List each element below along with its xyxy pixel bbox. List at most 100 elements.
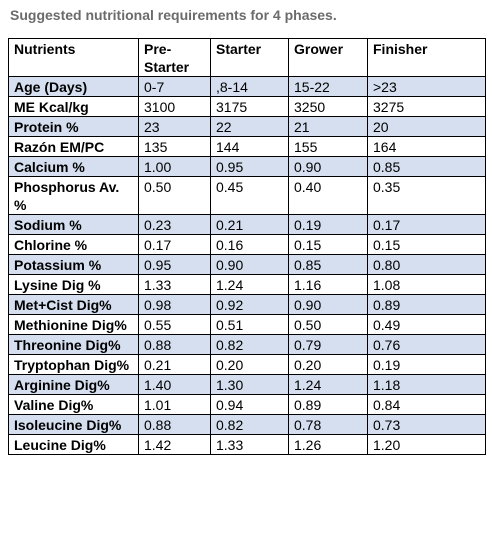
value-cell: 0.73 bbox=[367, 414, 486, 435]
nutrient-label: Sodium % bbox=[8, 214, 139, 235]
value-cell: 0.23 bbox=[138, 214, 211, 235]
value-cell: 0.45 bbox=[210, 176, 289, 215]
value-cell: 0.50 bbox=[138, 176, 211, 215]
value-cell: 0.85 bbox=[288, 254, 368, 275]
table-row: Methionine Dig% 0.55 0.51 0.50 0.49 bbox=[8, 314, 486, 335]
value-cell: 0.95 bbox=[210, 156, 289, 177]
header-cell: Finisher bbox=[367, 38, 486, 77]
nutrition-table: Nutrients Pre- Starter Starter Grower Fi… bbox=[8, 38, 486, 455]
table-row: Tryptophan Dig% 0.21 0.20 0.20 0.19 bbox=[8, 354, 486, 375]
value-cell: 1.30 bbox=[210, 374, 289, 395]
nutrient-label: Chlorine % bbox=[8, 234, 139, 255]
nutrient-label: Lysine Dig % bbox=[8, 274, 139, 295]
nutrient-label: Age (Days) bbox=[8, 76, 139, 97]
value-cell: 0.80 bbox=[367, 254, 486, 275]
value-cell: 20 bbox=[367, 116, 486, 137]
value-cell: 0.89 bbox=[288, 394, 368, 415]
table-row: Sodium % 0.23 0.21 0.19 0.17 bbox=[8, 214, 486, 235]
value-cell: 0.82 bbox=[210, 414, 289, 435]
value-cell: 0.50 bbox=[288, 314, 368, 335]
value-cell: 0.21 bbox=[210, 214, 289, 235]
value-cell: 0.95 bbox=[138, 254, 211, 275]
value-cell: 0.82 bbox=[210, 334, 289, 355]
value-cell: 0.51 bbox=[210, 314, 289, 335]
value-cell: 0.15 bbox=[288, 234, 368, 255]
value-cell: 0.92 bbox=[210, 294, 289, 315]
value-cell: 1.00 bbox=[138, 156, 211, 177]
value-cell: 0.88 bbox=[138, 334, 211, 355]
table-row: Potassium % 0.95 0.90 0.85 0.80 bbox=[8, 254, 486, 275]
nutrient-label: Protein % bbox=[8, 116, 139, 137]
value-cell: 0.94 bbox=[210, 394, 289, 415]
value-cell: 0.55 bbox=[138, 314, 211, 335]
value-cell: >23 bbox=[367, 76, 486, 97]
nutrient-label: Leucine Dig% bbox=[8, 434, 139, 455]
nutrient-label: Phosphorus Av. % bbox=[8, 176, 139, 215]
value-cell: 0.88 bbox=[138, 414, 211, 435]
value-cell: 3275 bbox=[367, 96, 486, 117]
value-cell: 1.24 bbox=[288, 374, 368, 395]
value-cell: 0.90 bbox=[288, 294, 368, 315]
value-cell: 3175 bbox=[210, 96, 289, 117]
value-cell: 0.20 bbox=[288, 354, 368, 375]
table-row: Isoleucine Dig% 0.88 0.82 0.78 0.73 bbox=[8, 414, 486, 435]
value-cell: 0.20 bbox=[210, 354, 289, 375]
value-cell: 0.90 bbox=[288, 156, 368, 177]
value-cell: 1.01 bbox=[138, 394, 211, 415]
value-cell: 1.18 bbox=[367, 374, 486, 395]
value-cell: 22 bbox=[210, 116, 289, 137]
value-cell: 1.40 bbox=[138, 374, 211, 395]
table-row: Valine Dig% 1.01 0.94 0.89 0.84 bbox=[8, 394, 486, 415]
value-cell: 0.35 bbox=[367, 176, 486, 215]
table-row: Age (Days) 0-7,8-14 15-22 >23 bbox=[8, 76, 486, 97]
value-cell: 155 bbox=[288, 136, 368, 157]
value-cell: 0.49 bbox=[367, 314, 486, 335]
value-cell: 1.08 bbox=[367, 274, 486, 295]
value-cell: ,8-14 bbox=[210, 76, 289, 97]
header-row: Nutrients Pre- Starter Starter Grower Fi… bbox=[8, 38, 486, 77]
value-cell: 0.16 bbox=[210, 234, 289, 255]
value-cell: 3250 bbox=[288, 96, 368, 117]
nutrient-label: Razón EM/PC bbox=[8, 136, 139, 157]
table-row: Chlorine % 0.17 0.16 0.15 0.15 bbox=[8, 234, 486, 255]
value-cell: 0.40 bbox=[288, 176, 368, 215]
nutrient-label: ME Kcal/kg bbox=[8, 96, 139, 117]
nutrient-label: Arginine Dig% bbox=[8, 374, 139, 395]
value-cell: 0.19 bbox=[367, 354, 486, 375]
value-cell: 1.20 bbox=[367, 434, 486, 455]
nutrient-label: Methionine Dig% bbox=[8, 314, 139, 335]
value-cell: 0.79 bbox=[288, 334, 368, 355]
nutrient-label: Potassium % bbox=[8, 254, 139, 275]
value-cell: 3100 bbox=[138, 96, 211, 117]
table-row: Lysine Dig % 1.33 1.24 1.16 1.08 bbox=[8, 274, 486, 295]
value-cell: 0.98 bbox=[138, 294, 211, 315]
header-cell: Grower bbox=[288, 38, 368, 77]
value-cell: 0-7 bbox=[138, 76, 211, 97]
value-cell: 144 bbox=[210, 136, 289, 157]
value-cell: 1.16 bbox=[288, 274, 368, 295]
table-row: Phosphorus Av. % 0.50 0.45 0.40 0.35 bbox=[8, 176, 486, 215]
value-cell: 0.78 bbox=[288, 414, 368, 435]
table-row: Threonine Dig% 0.88 0.82 0.79 0.76 bbox=[8, 334, 486, 355]
nutrient-label: Tryptophan Dig% bbox=[8, 354, 139, 375]
value-cell: 0.17 bbox=[138, 234, 211, 255]
header-cell: Nutrients bbox=[8, 38, 139, 77]
value-cell: 1.33 bbox=[138, 274, 211, 295]
nutrient-label: Calcium % bbox=[8, 156, 139, 177]
nutrient-label: Met+Cist Dig% bbox=[8, 294, 139, 315]
header-cell: Starter bbox=[210, 38, 289, 77]
nutrient-label: Threonine Dig% bbox=[8, 334, 139, 355]
table-row: Razón EM/PC 135 144 155 164 bbox=[8, 136, 486, 157]
table-row: Protein % 23 22 21 20 bbox=[8, 116, 486, 137]
value-cell: 21 bbox=[288, 116, 368, 137]
table-caption: Suggested nutritional requirements for 4… bbox=[10, 7, 337, 23]
value-cell: 164 bbox=[367, 136, 486, 157]
value-cell: 23 bbox=[138, 116, 211, 137]
header-cell: Pre- Starter bbox=[138, 38, 211, 77]
value-cell: 0.85 bbox=[367, 156, 486, 177]
table-row: ME Kcal/kg 3100 3175 3250 3275 bbox=[8, 96, 486, 117]
value-cell: 135 bbox=[138, 136, 211, 157]
table-row: Calcium % 1.00 0.95 0.90 0.85 bbox=[8, 156, 486, 177]
value-cell: 0.19 bbox=[288, 214, 368, 235]
value-cell: 0.90 bbox=[210, 254, 289, 275]
